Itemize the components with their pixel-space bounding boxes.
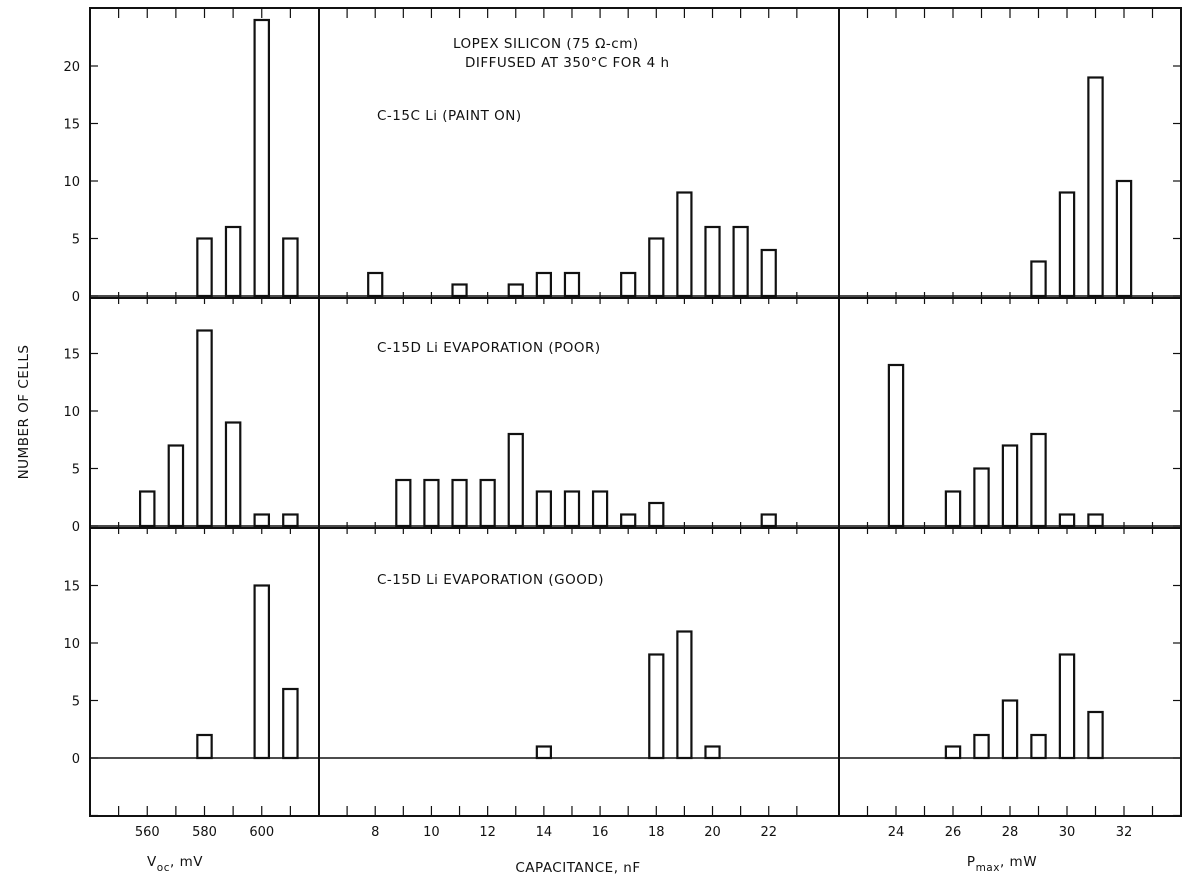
bar xyxy=(1001,699,1019,760)
y-tick-label: 15 xyxy=(63,118,80,133)
bar xyxy=(253,18,271,298)
panel-label: C-15D Li EVAPORATION (GOOD) xyxy=(377,572,604,588)
x-tick-label: 20 xyxy=(704,825,721,840)
bar xyxy=(1030,733,1047,760)
y-tick-label: 15 xyxy=(63,580,80,595)
bar xyxy=(395,478,412,528)
bar xyxy=(253,584,271,760)
x-tick-label: 22 xyxy=(760,825,777,840)
y-tick-label: 10 xyxy=(63,405,80,420)
bar xyxy=(1115,179,1133,298)
bar xyxy=(973,467,990,528)
bar xyxy=(367,271,384,298)
bar xyxy=(507,432,524,528)
bar xyxy=(944,490,962,528)
bar xyxy=(423,478,440,528)
bar xyxy=(1058,191,1076,298)
x-tick-label: 26 xyxy=(945,825,962,840)
bar xyxy=(507,283,524,298)
bar xyxy=(648,501,665,528)
bar xyxy=(704,225,721,298)
bar xyxy=(1058,513,1076,528)
bar xyxy=(760,513,777,528)
chart-frame xyxy=(89,7,1182,817)
bar xyxy=(732,225,749,298)
bar xyxy=(944,745,962,760)
y-tick-label: 0 xyxy=(72,752,80,767)
y-axis-title: NUMBER OF CELLS xyxy=(16,345,32,480)
labels: 0 5 10 15 20 0 5 10 15 0 5 10 15 560 580 600 8 10 12 14 16 18… xyxy=(16,36,1132,876)
y-tick-label: 15 xyxy=(63,348,80,363)
bar xyxy=(760,248,777,298)
x-tick-label: 32 xyxy=(1116,825,1133,840)
x-tick-label: 18 xyxy=(648,825,665,840)
bar xyxy=(620,271,637,298)
plot-border xyxy=(89,7,1182,817)
panel-label: C-15D Li EVAPORATION (POOR) xyxy=(377,340,601,356)
bar xyxy=(1087,710,1104,760)
y-tick-label: 5 xyxy=(72,233,80,248)
bar xyxy=(1001,444,1019,528)
bar xyxy=(451,283,468,298)
y-tick-label: 10 xyxy=(63,637,80,652)
x-axis-title: Voc, mV xyxy=(147,854,203,874)
bar xyxy=(138,490,156,528)
x-tick-label: 30 xyxy=(1059,825,1076,840)
bar xyxy=(535,271,552,298)
x-tick-label: 28 xyxy=(1002,825,1019,840)
bar xyxy=(1087,513,1104,528)
x-tick-label: 12 xyxy=(479,825,496,840)
bar xyxy=(704,745,721,760)
bar xyxy=(563,490,581,528)
bar xyxy=(648,653,665,760)
annotation-line2: DIFFUSED AT 350°C FOR 4 h xyxy=(465,55,670,71)
bars xyxy=(138,18,1133,760)
bar xyxy=(196,733,213,760)
y-tick-label: 5 xyxy=(72,695,80,710)
bar xyxy=(479,478,496,528)
x-axis-title: Pmax, mW xyxy=(967,854,1037,874)
panel-label: C-15C Li (PAINT ON) xyxy=(377,108,522,124)
bar xyxy=(224,225,242,298)
bar xyxy=(1030,432,1047,528)
x-tick-label: 560 xyxy=(135,825,160,840)
y-tick-label: 0 xyxy=(72,520,80,535)
bar xyxy=(1087,76,1104,298)
bar xyxy=(282,513,299,528)
x-tick-label: 580 xyxy=(192,825,217,840)
bar xyxy=(620,513,637,528)
bar xyxy=(282,237,299,298)
bar xyxy=(282,687,299,760)
bar xyxy=(167,444,185,528)
y-tick-label: 0 xyxy=(72,290,80,305)
x-tick-label: 14 xyxy=(536,825,553,840)
bar xyxy=(591,490,609,528)
bar xyxy=(648,237,665,298)
x-tick-label: 600 xyxy=(249,825,274,840)
bar xyxy=(196,329,213,528)
x-tick-label: 16 xyxy=(592,825,609,840)
bar xyxy=(451,478,468,528)
bar xyxy=(224,421,242,528)
bar xyxy=(887,363,905,528)
y-tick-label: 5 xyxy=(72,463,80,478)
bar xyxy=(535,745,552,760)
bar xyxy=(196,237,213,298)
bar xyxy=(973,733,990,760)
x-axis-title: CAPACITANCE, nF xyxy=(515,860,640,876)
bar xyxy=(563,271,581,298)
bar xyxy=(676,630,693,760)
x-tick-label: 10 xyxy=(423,825,440,840)
bar xyxy=(1058,653,1076,760)
bar xyxy=(676,191,693,298)
x-tick-label: 24 xyxy=(888,825,905,840)
annotation-line1: LOPEX SILICON (75 Ω-cm) xyxy=(453,36,639,52)
bar xyxy=(253,513,271,528)
bar xyxy=(535,490,552,528)
x-tick-label: 8 xyxy=(371,825,379,840)
y-tick-label: 20 xyxy=(63,60,80,75)
y-tick-label: 10 xyxy=(63,175,80,190)
bar xyxy=(1030,260,1047,298)
